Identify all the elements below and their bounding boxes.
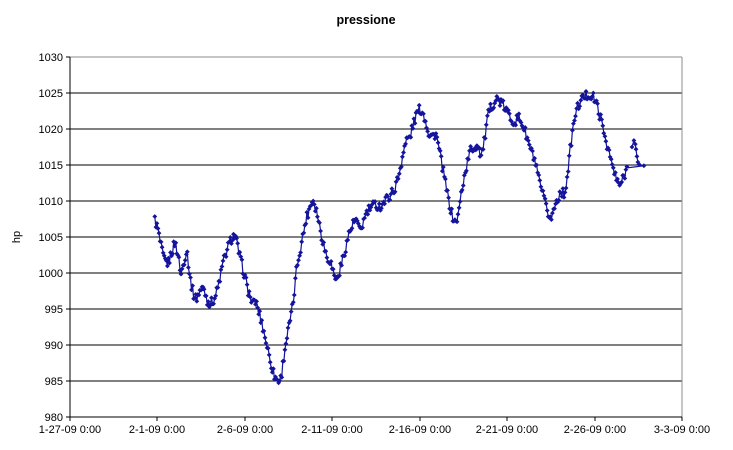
- y-tick-label: 1020: [39, 124, 63, 136]
- x-tick-label: 2-11-09 0:00: [301, 424, 363, 436]
- y-tick-label: 1005: [39, 232, 63, 244]
- y-tick-label: 1015: [39, 160, 63, 172]
- x-tick-label: 2-16-09 0:00: [389, 424, 451, 436]
- axis-labels: 980 985 990 995 1000 1005 1010 1015 1020 1025 1030…: [39, 52, 711, 436]
- y-tick-label: 985: [45, 376, 63, 388]
- y-tick-label: 995: [45, 304, 63, 316]
- x-tick-label: 2-21-09 0:00: [476, 424, 538, 436]
- chart-title: pressione: [336, 13, 395, 27]
- y-tick-label: 1025: [39, 88, 63, 100]
- y-tick-label: 1030: [39, 52, 63, 64]
- x-tick-label: 2-26-09 0:00: [564, 424, 626, 436]
- pressure-series: [152, 89, 647, 386]
- gridlines: [70, 56, 683, 417]
- x-tick-label: 2-1-09 0:00: [129, 424, 185, 436]
- y-tick-label: 980: [45, 412, 63, 424]
- x-tick-label: 1-27-09 0:00: [39, 424, 101, 436]
- y-axis-title: hp: [11, 231, 23, 243]
- y-tick-label: 990: [45, 340, 63, 352]
- gap-connector-line: [626, 165, 644, 169]
- axes: [66, 56, 683, 421]
- y-tick-label: 1000: [39, 268, 63, 280]
- x-tick-label: 2-6-09 0:00: [217, 424, 273, 436]
- x-tick-label: 3-3-09 0:00: [654, 424, 710, 436]
- y-tick-label: 1010: [39, 196, 63, 208]
